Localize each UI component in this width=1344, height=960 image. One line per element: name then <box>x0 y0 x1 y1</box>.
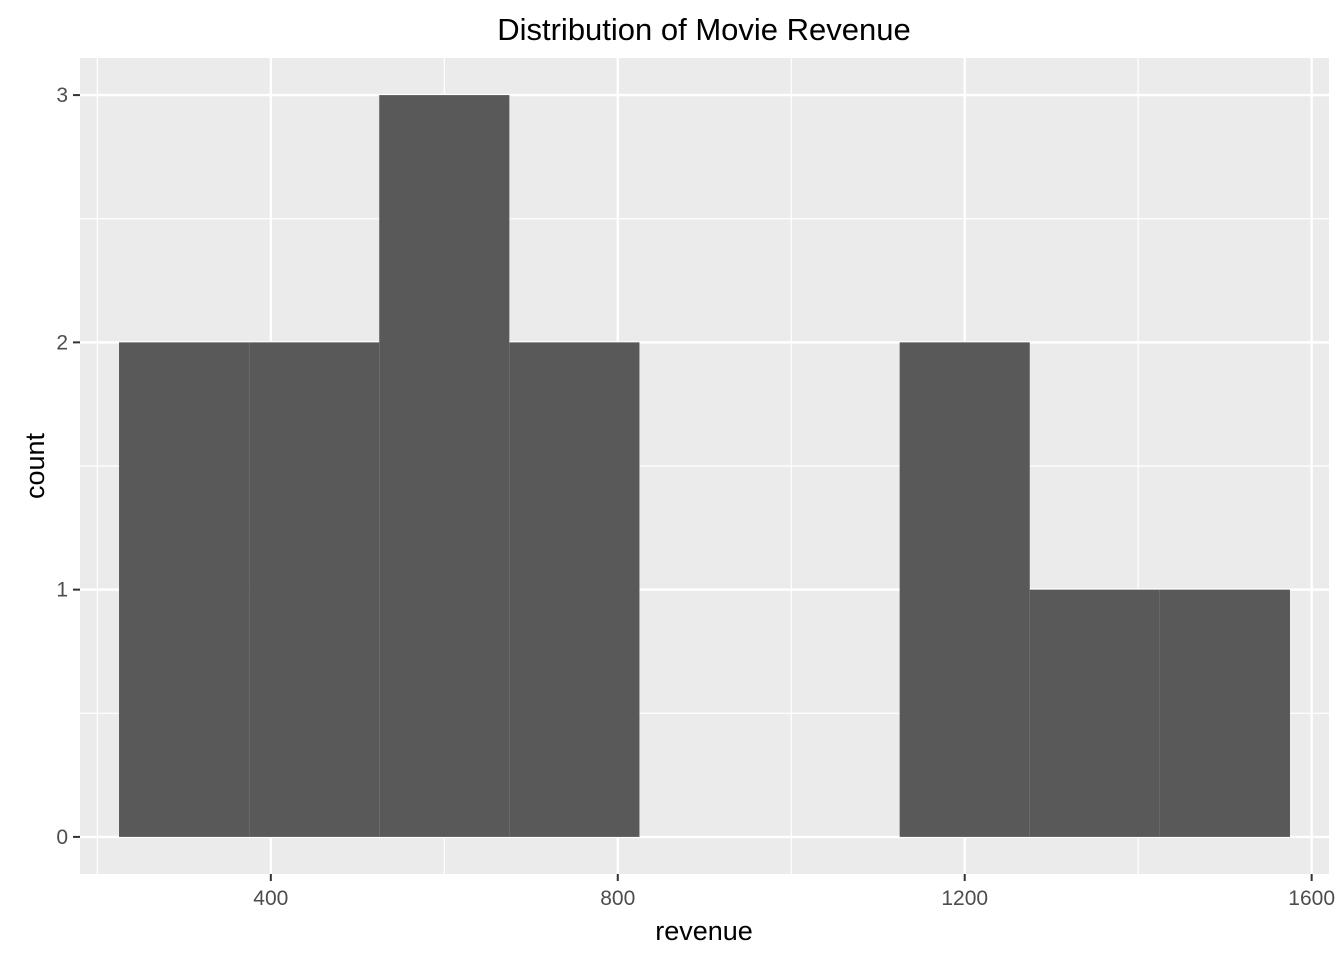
chart-title: Distribution of Movie Revenue <box>497 12 911 47</box>
histogram-bar <box>1029 589 1160 837</box>
y-axis-title: count <box>20 432 50 499</box>
histogram-bar <box>119 342 250 837</box>
histogram-bar <box>379 95 510 837</box>
x-tick-label: 400 <box>253 887 288 910</box>
histogram-bar <box>1159 589 1290 837</box>
x-axis-ticks: 400 800 1200 1600 <box>253 874 1335 910</box>
histogram-bar <box>899 342 1030 837</box>
y-tick-label: 1 <box>56 579 68 602</box>
histogram-bars <box>119 95 1290 837</box>
y-tick-label: 2 <box>56 331 68 354</box>
histogram-bar <box>509 342 640 837</box>
histogram-bar <box>249 342 380 837</box>
x-tick-label: 1600 <box>1288 887 1335 910</box>
x-axis-title: revenue <box>655 916 753 946</box>
y-axis-ticks: 0 1 2 3 <box>56 84 80 849</box>
x-tick-label: 1200 <box>941 887 988 910</box>
y-tick-label: 0 <box>56 826 68 849</box>
y-tick-label: 3 <box>56 84 68 107</box>
x-tick-label: 800 <box>600 887 635 910</box>
